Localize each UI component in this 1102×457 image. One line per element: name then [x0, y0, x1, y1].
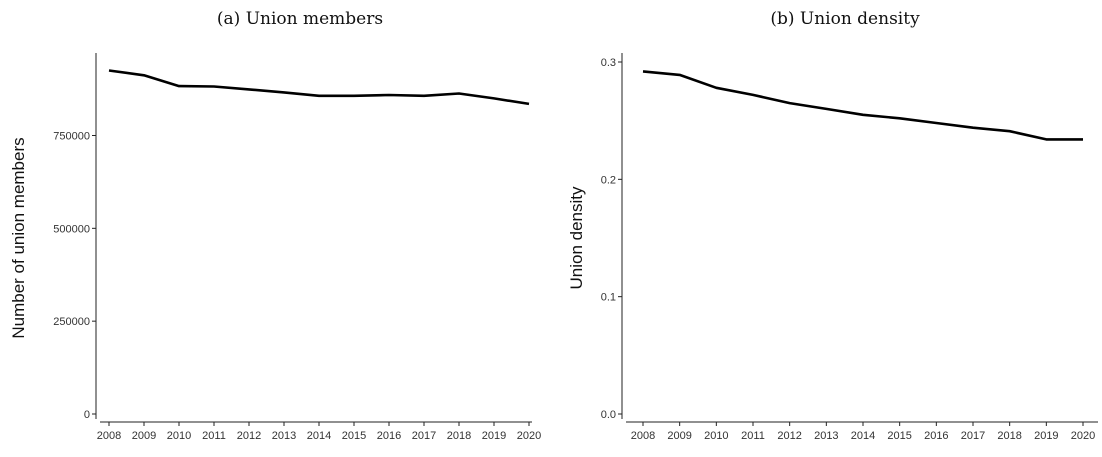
x-tick-label: 2014 [307, 430, 331, 442]
x-tick-label: 2014 [851, 430, 875, 442]
series-line [108, 69, 530, 106]
panel-title: (a) Union members [217, 9, 383, 29]
y-tick-label: 0.1 [601, 292, 616, 304]
y-tick-label: 0.3 [601, 57, 616, 69]
x-tick-label: 2019 [1034, 430, 1058, 442]
x-tick-label: 2018 [997, 430, 1021, 442]
x-tick-label: 2016 [924, 430, 948, 442]
panel-union-members: (a) Union members Number of union member… [9, 9, 541, 442]
x-tick-label: 2011 [202, 430, 226, 442]
x-ticks: 2008 2009 2010 2011 2012 2013 2014 2015 2016 2017… [631, 422, 1095, 442]
y-axis-label: Union density [567, 186, 586, 290]
x-tick-label: 2013 [814, 430, 838, 442]
y-tick-label: 750000 [53, 130, 90, 142]
x-tick-label: 2008 [97, 430, 121, 442]
x-tick-label: 2017 [412, 430, 436, 442]
x-tick-label: 2018 [447, 430, 471, 442]
panel-title: (b) Union density [770, 9, 920, 29]
x-tick-label: 2017 [961, 430, 985, 442]
x-tick-label: 2012 [777, 430, 801, 442]
y-tick-label: 0.0 [601, 409, 616, 421]
y-axis-label: Number of union members [9, 137, 28, 338]
x-tick-label: 2009 [132, 430, 156, 442]
x-tick-label: 2020 [517, 430, 541, 442]
y-tick-label: 0.2 [601, 174, 616, 186]
y-ticks: 0.0 0.1 0.2 0.3 [601, 57, 622, 421]
x-tick-label: 2011 [741, 430, 765, 442]
y-ticks: 0 250000 500000 750000 [53, 130, 96, 421]
x-tick-label: 2015 [342, 430, 366, 442]
x-tick-label: 2008 [631, 430, 655, 442]
y-tick-label: 0 [84, 409, 90, 421]
x-tick-label: 2019 [482, 430, 506, 442]
x-tick-label: 2020 [1071, 430, 1095, 442]
x-tick-label: 2013 [272, 430, 296, 442]
x-tick-label: 2015 [887, 430, 911, 442]
x-tick-label: 2010 [704, 430, 728, 442]
y-tick-label: 500000 [53, 223, 90, 235]
x-tick-label: 2009 [667, 430, 691, 442]
series-line [642, 70, 1083, 141]
x-tick-label: 2010 [167, 430, 191, 442]
panel-union-density: (b) Union density Union density 0.00.10.… [567, 9, 1098, 442]
x-tick-label: 2016 [377, 430, 401, 442]
x-tick-label: 2012 [237, 430, 261, 442]
x-ticks: 2008 2009 2010 2011 2012 2013 2014 2015 2016 2017… [97, 422, 541, 442]
y-tick-label: 250000 [53, 316, 90, 328]
